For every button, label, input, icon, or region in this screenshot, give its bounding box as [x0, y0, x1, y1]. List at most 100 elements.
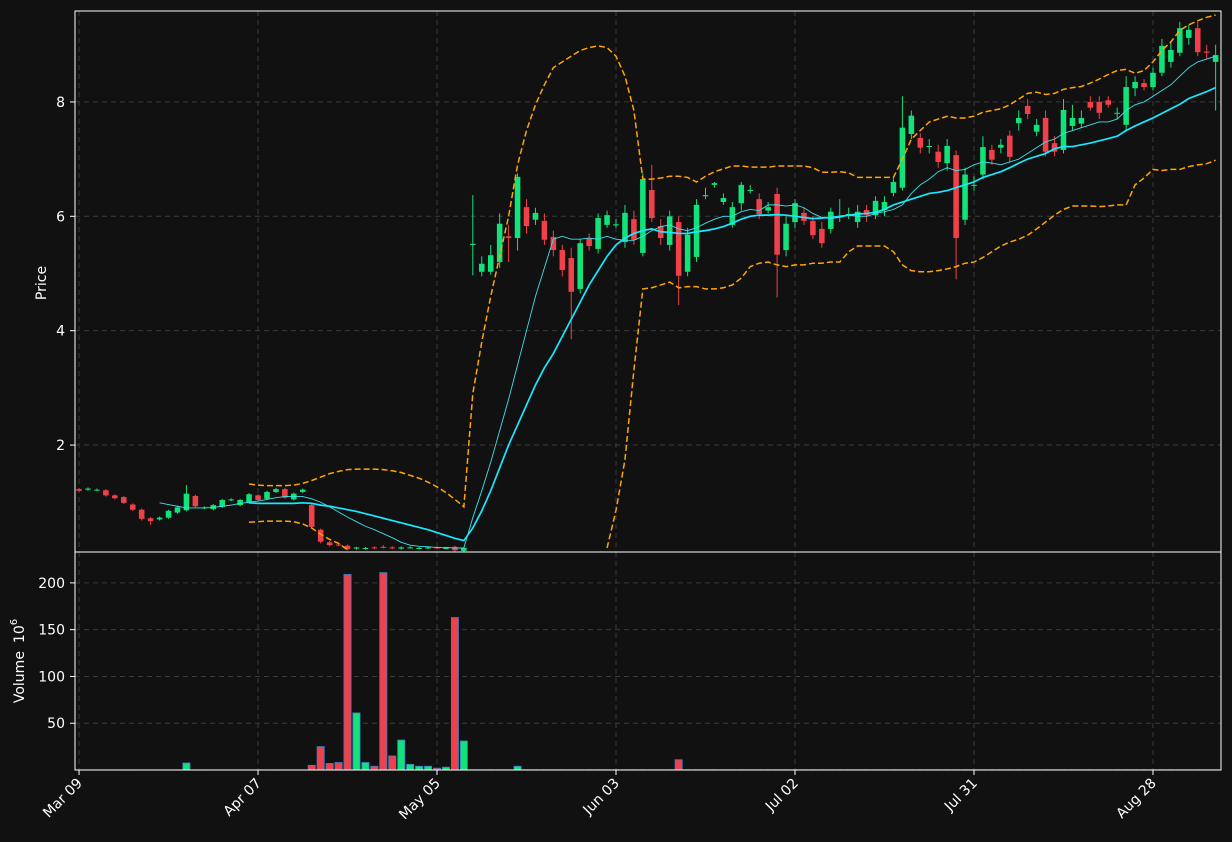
candle-body — [147, 518, 154, 522]
volume-bar — [343, 574, 352, 770]
candle-body — [1078, 117, 1085, 124]
candle-body — [1177, 28, 1183, 53]
candle-body — [389, 547, 396, 549]
candle-body — [604, 215, 610, 225]
candle-body — [541, 220, 548, 240]
candle-body — [953, 155, 959, 239]
candle-body — [380, 546, 387, 548]
y-tick-label: 6 — [56, 209, 65, 225]
candle-body — [1060, 109, 1067, 150]
candle-body — [774, 194, 780, 255]
candle-body — [416, 547, 422, 549]
candle-body — [568, 258, 575, 292]
candle-body — [926, 145, 933, 147]
candle-body — [282, 489, 288, 498]
candle-body — [675, 222, 682, 276]
candle-body — [344, 545, 351, 550]
candle-body — [962, 174, 968, 220]
candle-body — [371, 547, 378, 549]
candle-body — [1033, 124, 1040, 132]
volume-tick-label: 50 — [47, 716, 65, 732]
candle-body — [85, 488, 91, 490]
candle-body — [1150, 72, 1156, 88]
candle-body — [684, 234, 691, 272]
candle-body — [666, 216, 673, 245]
volume-bar — [352, 712, 361, 770]
volume-bar — [388, 755, 397, 770]
candle-body — [138, 509, 145, 519]
candle-body — [407, 547, 413, 549]
candle-body — [353, 547, 360, 549]
volume-bar — [450, 617, 459, 770]
candle-body — [487, 255, 494, 272]
candle-body — [935, 151, 941, 162]
candle-body — [595, 218, 601, 249]
candle-body — [129, 504, 136, 510]
candle-body — [1159, 45, 1165, 73]
volume-bar — [379, 572, 388, 770]
candle-body — [362, 547, 369, 549]
y-tick-label: 8 — [56, 95, 65, 111]
candle-body — [76, 489, 82, 491]
candle-body — [1132, 81, 1138, 89]
candle-body — [1168, 49, 1174, 62]
candle-body — [1105, 100, 1112, 105]
candle-body — [828, 211, 834, 229]
candle-body — [514, 176, 521, 239]
candle-body — [264, 491, 270, 499]
candle-body — [308, 505, 315, 527]
candle-body — [1069, 117, 1076, 126]
indicator-line — [249, 86, 1216, 542]
candle-body — [103, 490, 109, 496]
candle-body — [1024, 105, 1031, 114]
candle-body — [1015, 117, 1022, 124]
candle-body — [980, 147, 986, 175]
candle-body — [631, 219, 637, 240]
candle-body — [917, 137, 924, 148]
candle-body — [944, 145, 950, 164]
candle-body — [1123, 87, 1129, 125]
candle-body — [273, 489, 279, 492]
candle-body — [478, 263, 485, 272]
volume-bar — [397, 739, 406, 770]
candle-body — [317, 529, 324, 542]
candle-body — [237, 499, 243, 506]
candle-body — [246, 494, 252, 503]
candle-body — [971, 184, 977, 186]
candle-body — [756, 199, 762, 215]
volume-bar — [424, 765, 433, 770]
volume-bar — [325, 763, 334, 770]
candle-body — [156, 517, 163, 520]
candle-body — [523, 207, 530, 227]
candle-body — [649, 189, 655, 219]
volume-tick-label: 200 — [38, 576, 65, 592]
candle-body — [94, 489, 100, 491]
volume-bar — [307, 764, 316, 770]
candle-body — [425, 547, 431, 549]
volume-axis-label: Volume 106 — [9, 619, 28, 703]
volume-label: Volume — [12, 651, 28, 703]
candle-body — [1087, 101, 1094, 108]
candle-body — [505, 236, 512, 239]
candle-body — [1203, 51, 1210, 53]
candle-body — [532, 212, 539, 220]
price-panel — [76, 14, 1219, 552]
candle-body — [1186, 29, 1192, 38]
candle-body — [720, 198, 727, 203]
candle-body — [1194, 28, 1201, 53]
volume-bar — [370, 765, 379, 770]
candle-body — [810, 220, 816, 236]
volume-scale-base: 10 — [12, 625, 28, 643]
candle-body — [461, 547, 467, 551]
candle-body — [854, 211, 861, 223]
volume-frame — [74, 551, 1222, 771]
candle-body — [1114, 112, 1120, 114]
volume-bar — [433, 767, 441, 770]
candle-body — [452, 546, 458, 551]
candle-body — [470, 243, 476, 245]
candle-body — [434, 547, 440, 549]
volume-bar — [459, 740, 468, 770]
indicator-line — [249, 159, 1216, 551]
candle-body — [890, 181, 897, 193]
